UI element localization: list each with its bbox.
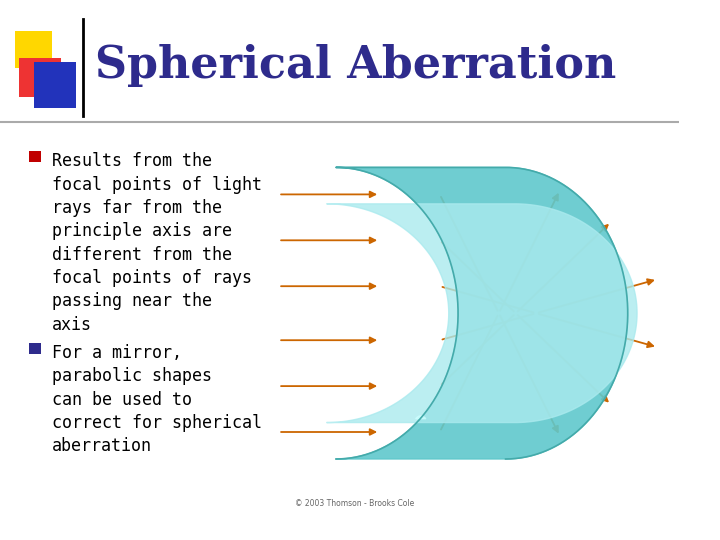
Text: © 2003 Thomson - Brooks Cole: © 2003 Thomson - Brooks Cole xyxy=(295,498,415,508)
Text: Results from the
focal points of light
rays far from the
principle axis are
diff: Results from the focal points of light r… xyxy=(53,152,262,334)
FancyBboxPatch shape xyxy=(19,58,61,97)
FancyBboxPatch shape xyxy=(34,62,76,108)
Polygon shape xyxy=(408,251,413,376)
Text: Spherical Aberration: Spherical Aberration xyxy=(95,44,616,87)
Polygon shape xyxy=(336,167,628,459)
FancyBboxPatch shape xyxy=(29,343,41,354)
Text: For a mirror,
parabolic shapes
can be used to
correct for spherical
aberration: For a mirror, parabolic shapes can be us… xyxy=(53,344,262,455)
Polygon shape xyxy=(415,416,426,418)
FancyBboxPatch shape xyxy=(29,151,41,162)
Polygon shape xyxy=(327,204,637,422)
FancyBboxPatch shape xyxy=(15,31,53,68)
